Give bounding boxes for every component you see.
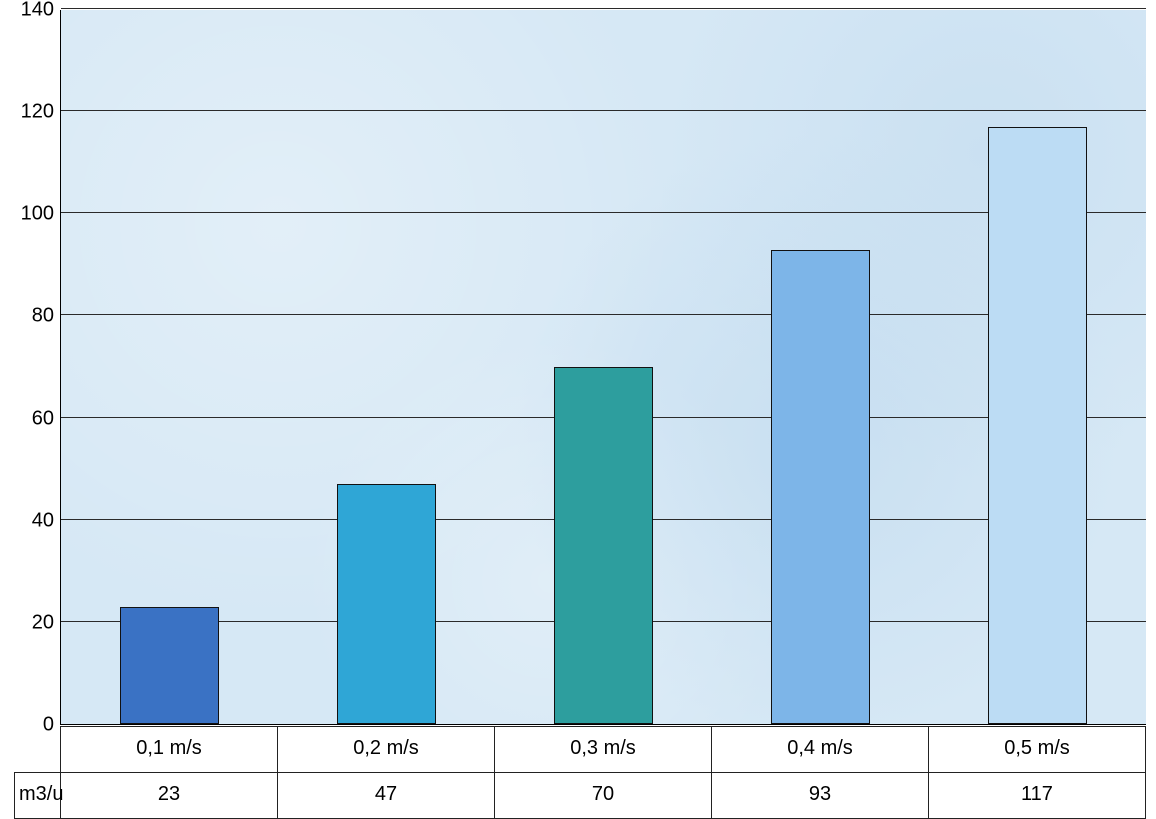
y-tick-label: 80 bbox=[0, 305, 54, 328]
value-cell: 117 bbox=[929, 773, 1146, 819]
y-tick-label: 120 bbox=[0, 101, 54, 124]
bar bbox=[337, 484, 437, 724]
y-tick-label: 140 bbox=[0, 0, 54, 22]
value-cell: 23 bbox=[61, 773, 278, 819]
bar bbox=[554, 367, 654, 724]
category-label: 0,1 m/s bbox=[61, 727, 278, 773]
bar-slot bbox=[278, 10, 495, 724]
category-label: 0,5 m/s bbox=[929, 727, 1146, 773]
value-cell: 93 bbox=[712, 773, 929, 819]
row-header: m3/u bbox=[15, 773, 61, 819]
plot-area bbox=[60, 10, 1146, 725]
bar bbox=[120, 607, 220, 724]
bar-slot bbox=[929, 10, 1146, 724]
bars-container bbox=[61, 10, 1146, 724]
value-cell: 70 bbox=[495, 773, 712, 819]
value-cell: 47 bbox=[278, 773, 495, 819]
category-label: 0,2 m/s bbox=[278, 727, 495, 773]
bar-slot bbox=[712, 10, 929, 724]
x-axis-data-table: 0,1 m/s 0,2 m/s 0,3 m/s 0,4 m/s 0,5 m/s … bbox=[14, 726, 1146, 819]
category-label: 0,4 m/s bbox=[712, 727, 929, 773]
category-row: 0,1 m/s 0,2 m/s 0,3 m/s 0,4 m/s 0,5 m/s bbox=[15, 727, 1146, 773]
bar-slot bbox=[61, 10, 278, 724]
bar-chart: 020406080100120140 0,1 m/s 0,2 m/s 0,3 m… bbox=[0, 0, 1156, 819]
bar-slot bbox=[495, 10, 712, 724]
bar bbox=[988, 127, 1088, 724]
bar bbox=[771, 250, 871, 724]
y-tick-label: 20 bbox=[0, 611, 54, 634]
gridline bbox=[61, 8, 1146, 9]
value-row: m3/u 23 47 70 93 117 bbox=[15, 773, 1146, 819]
y-tick-label: 60 bbox=[0, 407, 54, 430]
blank-header-cell bbox=[15, 727, 61, 773]
category-label: 0,3 m/s bbox=[495, 727, 712, 773]
y-tick-label: 40 bbox=[0, 509, 54, 532]
y-tick-label: 100 bbox=[0, 203, 54, 226]
